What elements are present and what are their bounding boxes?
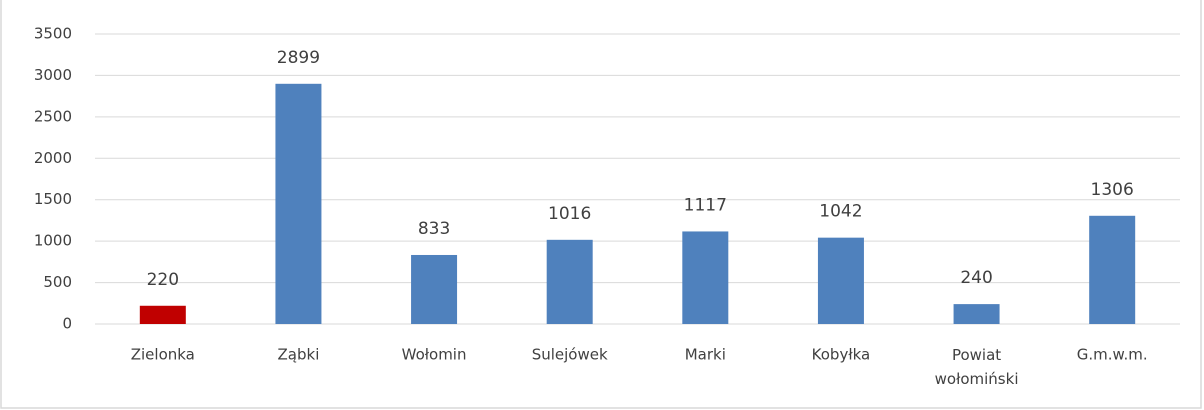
bar	[953, 304, 1000, 324]
x-tick-label: Wołomin	[402, 346, 467, 364]
x-tick-label: Kobyłka	[812, 346, 871, 364]
y-tick-label: 3000	[34, 66, 72, 84]
bar	[1089, 215, 1136, 324]
bar	[682, 231, 729, 324]
x-tick-label: Zielonka	[131, 346, 195, 364]
data-label: 1016	[548, 204, 591, 224]
y-tick-label: 1500	[34, 190, 72, 208]
y-tick-label: 3500	[34, 25, 72, 43]
x-tick-label: Sulejówek	[532, 346, 608, 364]
y-tick-label: 1000	[34, 232, 72, 250]
data-label: 1306	[1091, 180, 1134, 200]
bar	[817, 237, 864, 324]
x-tick-label: Powiat wołomiński	[935, 346, 1019, 388]
data-label: 1042	[819, 202, 862, 222]
y-tick-label: 2000	[34, 149, 72, 167]
data-label: 240	[960, 268, 992, 288]
bar	[411, 254, 458, 324]
x-tick-label: Ząbki	[278, 346, 320, 364]
y-tick-label: 2500	[34, 107, 72, 125]
y-tick-label: 500	[43, 273, 72, 291]
data-label: 220	[147, 270, 179, 290]
data-label: 833	[418, 219, 450, 239]
bar	[139, 305, 186, 324]
bar	[275, 83, 322, 324]
data-label: 2899	[277, 48, 320, 68]
x-tick-label: G.m.w.m.	[1077, 346, 1148, 364]
data-label: 1117	[684, 195, 727, 215]
y-tick-label: 0	[62, 315, 72, 333]
x-tick-label: Marki	[685, 346, 726, 364]
bar	[546, 239, 593, 324]
